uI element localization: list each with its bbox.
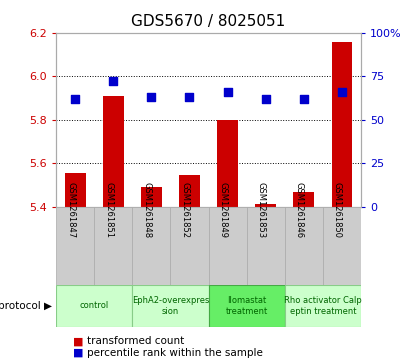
Text: GSM1261846: GSM1261846 (295, 182, 304, 238)
Text: ■: ■ (73, 336, 83, 346)
Point (186, 94, 193, 100)
Text: GSM1261847: GSM1261847 (66, 182, 75, 238)
Text: protocol ▶: protocol ▶ (0, 301, 52, 311)
Bar (217, 120, 238, 207)
Bar (255, 204, 276, 207)
Text: Ilomastat
treatment: Ilomastat treatment (225, 296, 268, 315)
Bar (132, 207, 171, 285)
Bar (209, 207, 247, 285)
Text: GSM1261851: GSM1261851 (104, 182, 113, 238)
Point (300, 96, 307, 102)
Title: GDS5670 / 8025051: GDS5670 / 8025051 (132, 14, 286, 29)
Text: Rho activator Calp
eptin treatment: Rho activator Calp eptin treatment (284, 296, 362, 315)
Point (262, 96, 269, 102)
Text: control: control (80, 301, 109, 310)
Bar (65, 173, 85, 207)
Point (110, 78, 117, 84)
Text: GSM1261853: GSM1261853 (257, 182, 266, 238)
Point (72, 96, 78, 102)
Text: ■: ■ (73, 348, 83, 358)
Bar (179, 175, 200, 207)
Text: GSM1261848: GSM1261848 (142, 182, 151, 238)
Text: transformed count: transformed count (87, 336, 184, 346)
Bar (56, 207, 94, 285)
Point (148, 94, 155, 100)
Text: GSM1261849: GSM1261849 (219, 182, 227, 238)
Bar (247, 207, 285, 285)
Bar (293, 192, 314, 207)
Bar (209, 285, 285, 327)
Bar (132, 285, 209, 327)
Bar (332, 42, 352, 207)
Bar (141, 187, 162, 207)
Text: GSM1261852: GSM1261852 (181, 182, 190, 238)
Point (339, 89, 345, 95)
Point (224, 89, 231, 95)
Bar (323, 207, 361, 285)
Bar (285, 285, 361, 327)
Text: percentile rank within the sample: percentile rank within the sample (87, 348, 263, 358)
Bar (56, 285, 132, 327)
Bar (103, 96, 124, 207)
Text: GSM1261850: GSM1261850 (333, 182, 342, 238)
Bar (285, 207, 323, 285)
Text: EphA2-overexpres
sion: EphA2-overexpres sion (132, 296, 209, 315)
Bar (94, 207, 132, 285)
Bar (171, 207, 209, 285)
